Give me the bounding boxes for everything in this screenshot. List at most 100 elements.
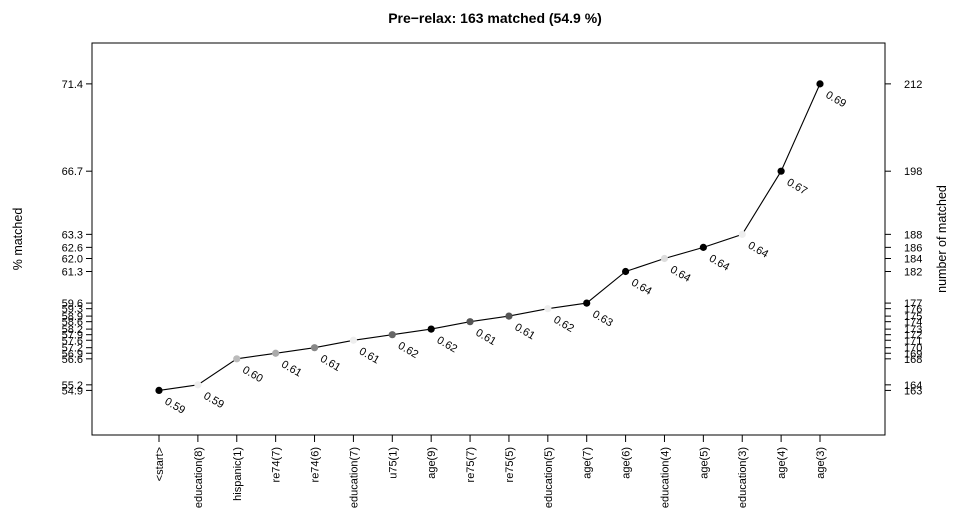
- data-point-label: 0.64: [629, 277, 654, 298]
- right-tick-label: 163: [904, 385, 922, 397]
- data-point-label: 0.62: [435, 334, 460, 355]
- left-tick-label: 62.6: [62, 242, 83, 254]
- x-tick-label: age(9): [426, 447, 438, 479]
- data-point-label: 0.61: [318, 353, 343, 374]
- x-tick-label: age(3): [815, 447, 827, 479]
- data-point-label: 0.69: [824, 89, 849, 110]
- data-point-label: 0.59: [163, 396, 188, 417]
- right-tick-label: 212: [904, 79, 922, 91]
- right-tick-label: 175: [904, 311, 922, 323]
- data-point-label: 0.62: [396, 340, 421, 361]
- data-point: [310, 344, 319, 352]
- left-tick-label: 57.6: [62, 335, 83, 347]
- data-point-label: 0.62: [551, 314, 576, 335]
- plot-frame: [91, 42, 886, 436]
- data-point: [272, 349, 280, 357]
- x-tick-label: age(7): [582, 447, 594, 479]
- left-tick-label: 61.3: [62, 267, 83, 279]
- left-tick-label: 57.9: [62, 330, 83, 342]
- x-tick-label: age(6): [621, 447, 633, 479]
- x-tick-label: education(3): [737, 447, 749, 508]
- y-axis-left: 54.955.2 56.656.957.257.657.958.258.658.9…: [62, 79, 92, 397]
- x-tick-label: re75(7): [465, 447, 477, 482]
- series-polyline: [158, 83, 821, 391]
- chart-title: Pre−relax: 163 matched (54.9 %): [388, 10, 602, 26]
- data-point-label: 0.61: [357, 345, 382, 366]
- data-point: [583, 299, 591, 307]
- right-tick-label: 184: [904, 254, 922, 266]
- right-tick-label: 182: [904, 267, 922, 279]
- x-tick-label: hispanic(1): [232, 447, 244, 501]
- x-tick-label: education(5): [543, 447, 555, 508]
- data-point-label: 0.67: [785, 176, 810, 197]
- right-tick-label: 170: [904, 343, 922, 355]
- y-axis-right: 1631641681691701711721731741751761771821…: [885, 79, 922, 397]
- right-tick-label: 188: [904, 229, 922, 241]
- data-point: [777, 167, 785, 175]
- data-point-label: 0.61: [279, 358, 304, 379]
- x-tick-label: u75(1): [387, 447, 399, 479]
- data-point-label: 0.64: [668, 264, 693, 285]
- series-line: [158, 83, 821, 391]
- left-tick-label: 56.6: [62, 354, 83, 366]
- data-point-label: 0.61: [474, 327, 499, 348]
- right-tick-label: 171: [904, 335, 922, 347]
- x-tick-label: education(4): [659, 447, 671, 508]
- left-tick-label: 63.3: [62, 229, 83, 241]
- right-tick-label: 172: [904, 330, 922, 342]
- left-tick-label: 56.9: [62, 348, 83, 360]
- x-tick-label: age(5): [698, 447, 710, 479]
- right-tick-label: 169: [904, 348, 922, 360]
- left-tick-label: 59.3: [62, 304, 83, 316]
- right-tick-label: 177: [904, 298, 922, 310]
- data-point: [194, 381, 202, 389]
- x-tick-label: re74(6): [310, 447, 322, 482]
- data-point: [738, 230, 746, 238]
- data-point: [388, 331, 396, 339]
- left-tick-label: 58.6: [62, 317, 83, 329]
- right-tick-label: 173: [904, 324, 922, 336]
- x-tick-label: age(4): [776, 447, 788, 479]
- left-tick-label: 54.9: [62, 385, 83, 397]
- right-tick-label: 198: [904, 166, 922, 178]
- right-tick-label: 174: [904, 317, 922, 329]
- data-point-label: 0.61: [512, 321, 537, 342]
- data-point: [621, 267, 630, 276]
- left-tick-label: 57.2: [62, 343, 83, 355]
- data-point: [233, 355, 241, 363]
- left-tick-label: 58.2: [62, 324, 83, 336]
- left-tick-label: 55.2: [62, 380, 83, 392]
- x-tick-label: re75(5): [504, 447, 516, 482]
- data-point: [816, 80, 824, 88]
- data-point: [505, 312, 513, 320]
- data-point-label: 0.63: [590, 308, 615, 329]
- left-tick-label: 62.0: [62, 254, 83, 266]
- right-tick-label: 176: [904, 304, 922, 316]
- data-point-label: 0.64: [707, 253, 732, 274]
- y-axis-title-right: number of matched: [935, 185, 949, 293]
- data-point-label: 0.60: [240, 364, 265, 385]
- data-points: [155, 80, 824, 395]
- data-point: [427, 325, 435, 333]
- data-point: [466, 318, 474, 326]
- data-point-label: 0.64: [746, 240, 771, 261]
- y-axis-title-left: % matched: [11, 208, 25, 271]
- point-labels: 0.59 0.59 0.60 0.61 0.61 0.61 0.62 0.62 0.61 0.61…: [163, 89, 849, 417]
- data-point: [699, 243, 707, 251]
- right-tick-label: 186: [904, 242, 922, 254]
- data-point-label: 0.59: [201, 390, 226, 411]
- right-tick-label: 168: [904, 354, 922, 366]
- x-tick-label: education(7): [348, 447, 360, 508]
- left-tick-label: 66.7: [62, 166, 83, 178]
- left-tick-label: 58.9: [62, 311, 83, 323]
- data-point: [544, 305, 552, 313]
- data-point: [155, 386, 163, 395]
- x-tick-label: re74(7): [271, 447, 283, 482]
- data-point: [349, 336, 358, 344]
- x-tick-label: <start>: [154, 447, 166, 481]
- left-tick-label: 71.4: [62, 79, 83, 91]
- data-point: [660, 254, 669, 263]
- x-axis: <start> education(8) hispanic(1) re74(7) re7…: [154, 435, 827, 508]
- x-tick-label: education(8): [193, 447, 205, 508]
